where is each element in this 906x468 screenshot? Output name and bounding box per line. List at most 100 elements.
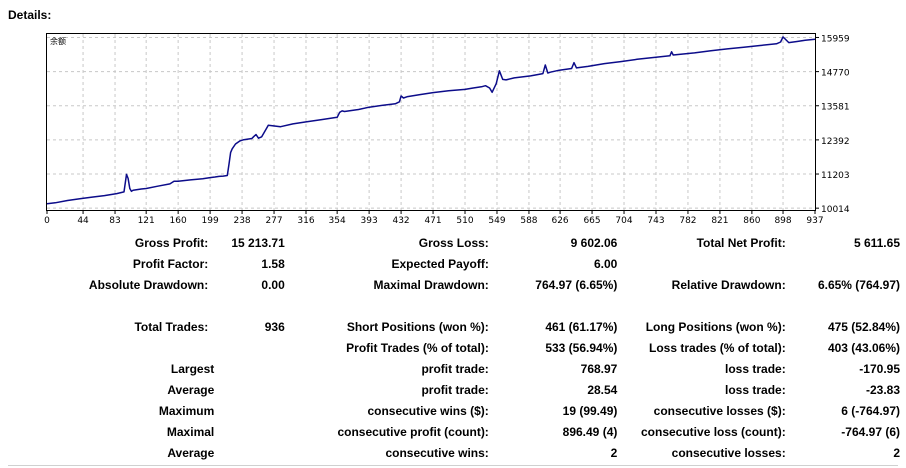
stats-row: Maximal consecutive profit (count): 896.… (0, 421, 906, 442)
absolute-drawdown-label: Absolute Drawdown: (88, 277, 209, 292)
total-net-profit-value: 5 611.65 (853, 235, 900, 250)
expected-payoff-value: 6.00 (594, 256, 618, 271)
stats-row: Profit Trades (% of total): 533 (56.94%)… (0, 337, 906, 358)
x-tick-label: 937 (806, 216, 823, 226)
gross-profit-label: Gross Profit: (134, 235, 209, 250)
gross-loss-label: Gross Loss: (418, 235, 489, 250)
x-tick-label: 549 (488, 216, 505, 226)
average-consecutive-wins-value: 2 (610, 445, 618, 460)
relative-drawdown-label: Relative Drawdown: (671, 277, 786, 292)
y-axis: 10014 11203 12392 13581 14770 15959 (815, 34, 850, 215)
gross-loss-value: 9 602.06 (570, 235, 618, 250)
maximum-group-label: Maximum (158, 403, 215, 418)
largest-loss-trade-value: -170.95 (859, 361, 900, 376)
average-group-label: Average (167, 382, 215, 397)
stats-row: Maximum consecutive wins ($): 19 (99.49)… (0, 400, 906, 421)
stats-row: Average consecutive wins: 2 consecutive … (0, 442, 906, 463)
x-tick-label: 510 (456, 216, 473, 226)
x-tick-label: 44 (77, 216, 89, 226)
profit-trades-label: Profit Trades (% of total): (346, 340, 489, 355)
x-tick-label: 160 (170, 216, 187, 226)
x-tick-label: 238 (233, 216, 250, 226)
average-consecutive-losses-label: consecutive losses: (671, 445, 786, 460)
x-tick-label: 704 (615, 216, 632, 226)
profit-factor-label: Profit Factor: (132, 256, 209, 271)
largest-group-label: Largest (170, 361, 215, 376)
profit-factor-value: 1.58 (261, 256, 285, 271)
average-consecutive-group-label: Average (167, 445, 215, 460)
loss-trades-value: 403 (43.06%) (827, 340, 900, 355)
loss-trades-label: Loss trades (% of total): (649, 340, 786, 355)
balance-series-line (46, 36, 816, 205)
largest-loss-trade-label: loss trade: (725, 361, 786, 376)
y-tick-label: 11203 (821, 171, 850, 181)
maximal-consecutive-profit-value: 896.49 (4) (562, 424, 618, 439)
stats-row: Profit Factor: 1.58 Expected Payoff: 6.0… (0, 253, 906, 274)
stats-row: Largest profit trade: 768.97 loss trade:… (0, 358, 906, 379)
plot-frame (46, 33, 816, 211)
average-profit-trade-value: 28.54 (587, 382, 618, 397)
x-tick-label: 898 (774, 216, 791, 226)
x-tick-label: 821 (711, 216, 728, 226)
gross-profit-value: 15 213.71 (231, 235, 285, 250)
x-tick-label: 0 (44, 216, 50, 226)
maximal-drawdown-value: 764.97 (6.65%) (535, 277, 618, 292)
average-profit-trade-label: profit trade: (421, 382, 489, 397)
short-positions-value: 461 (61.17%) (545, 319, 618, 334)
x-tick-label: 277 (265, 216, 282, 226)
y-tick-label: 14770 (821, 69, 850, 79)
x-tick-label: 471 (424, 216, 441, 226)
maximum-consecutive-wins-label: consecutive wins ($): (367, 403, 489, 418)
maximal-group-label: Maximal (166, 424, 215, 439)
x-tick-label: 83 (109, 216, 120, 226)
balance-chart: 余额 0 44 83 121 160 199 238 277 316 354 393 432 471 51… (44, 33, 850, 226)
x-tick-label: 121 (138, 216, 155, 226)
y-tick-label: 12392 (821, 137, 850, 147)
average-loss-trade-label: loss trade: (725, 382, 786, 397)
chart-label: 余额 (50, 36, 66, 46)
largest-profit-trade-value: 768.97 (580, 361, 618, 376)
maximal-consecutive-loss-value: -764.97 (6) (841, 424, 900, 439)
x-tick-label: 782 (679, 216, 696, 226)
total-trades-label: Total Trades: (134, 319, 209, 334)
total-net-profit-label: Total Net Profit: (696, 235, 786, 250)
maximum-consecutive-losses-label: consecutive losses ($): (653, 403, 786, 418)
bottom-divider (8, 465, 898, 466)
x-tick-label: 665 (583, 216, 600, 226)
absolute-drawdown-value: 0.00 (261, 277, 285, 292)
x-tick-label: 860 (743, 216, 760, 226)
average-consecutive-losses-value: 2 (893, 445, 900, 460)
x-tick-label: 316 (297, 216, 314, 226)
x-tick-label: 743 (647, 216, 664, 226)
largest-profit-trade-label: profit trade: (421, 361, 489, 376)
average-consecutive-wins-label: consecutive wins: (385, 445, 489, 460)
stats-row: Absolute Drawdown: 0.00 Maximal Drawdown… (0, 274, 906, 295)
chart-grid (47, 34, 815, 210)
short-positions-label: Short Positions (won %): (346, 319, 489, 334)
x-tick-label: 588 (520, 216, 537, 226)
stats-row: Average profit trade: 28.54 loss trade: … (0, 379, 906, 400)
stats-row: Gross Profit: 15 213.71 Gross Loss: 9 60… (0, 232, 906, 253)
y-tick-label: 15959 (821, 34, 850, 44)
relative-drawdown-value: 6.65% (764.97) (817, 277, 900, 292)
x-tick-label: 626 (551, 216, 568, 226)
maximal-consecutive-loss-label: consecutive loss (count): (641, 424, 786, 439)
stats-row: Total Trades: 936 Short Positions (won %… (0, 316, 906, 337)
x-axis: 0 44 83 121 160 199 238 277 316 354 393 432 471 510 54… (44, 210, 824, 226)
expected-payoff-label: Expected Payoff: (391, 256, 489, 271)
x-tick-label: 354 (329, 216, 346, 226)
maximal-consecutive-profit-label: consecutive profit (count): (337, 424, 489, 439)
x-tick-label: 432 (392, 216, 409, 226)
profit-trades-value: 533 (56.94%) (545, 340, 618, 355)
average-loss-trade-value: -23.83 (865, 382, 900, 397)
maximum-consecutive-losses-value: 6 (-764.97) (841, 403, 900, 418)
x-tick-label: 199 (202, 216, 219, 226)
long-positions-value: 475 (52.84%) (827, 319, 900, 334)
maximal-drawdown-label: Maximal Drawdown: (373, 277, 489, 292)
y-tick-label: 13581 (821, 103, 850, 113)
x-tick-label: 393 (361, 216, 378, 226)
maximum-consecutive-wins-value: 19 (99.49) (562, 403, 618, 418)
stats-table: Gross Profit: 15 213.71 Gross Loss: 9 60… (0, 232, 906, 463)
total-trades-value: 936 (264, 319, 285, 334)
y-tick-label: 10014 (821, 205, 850, 215)
